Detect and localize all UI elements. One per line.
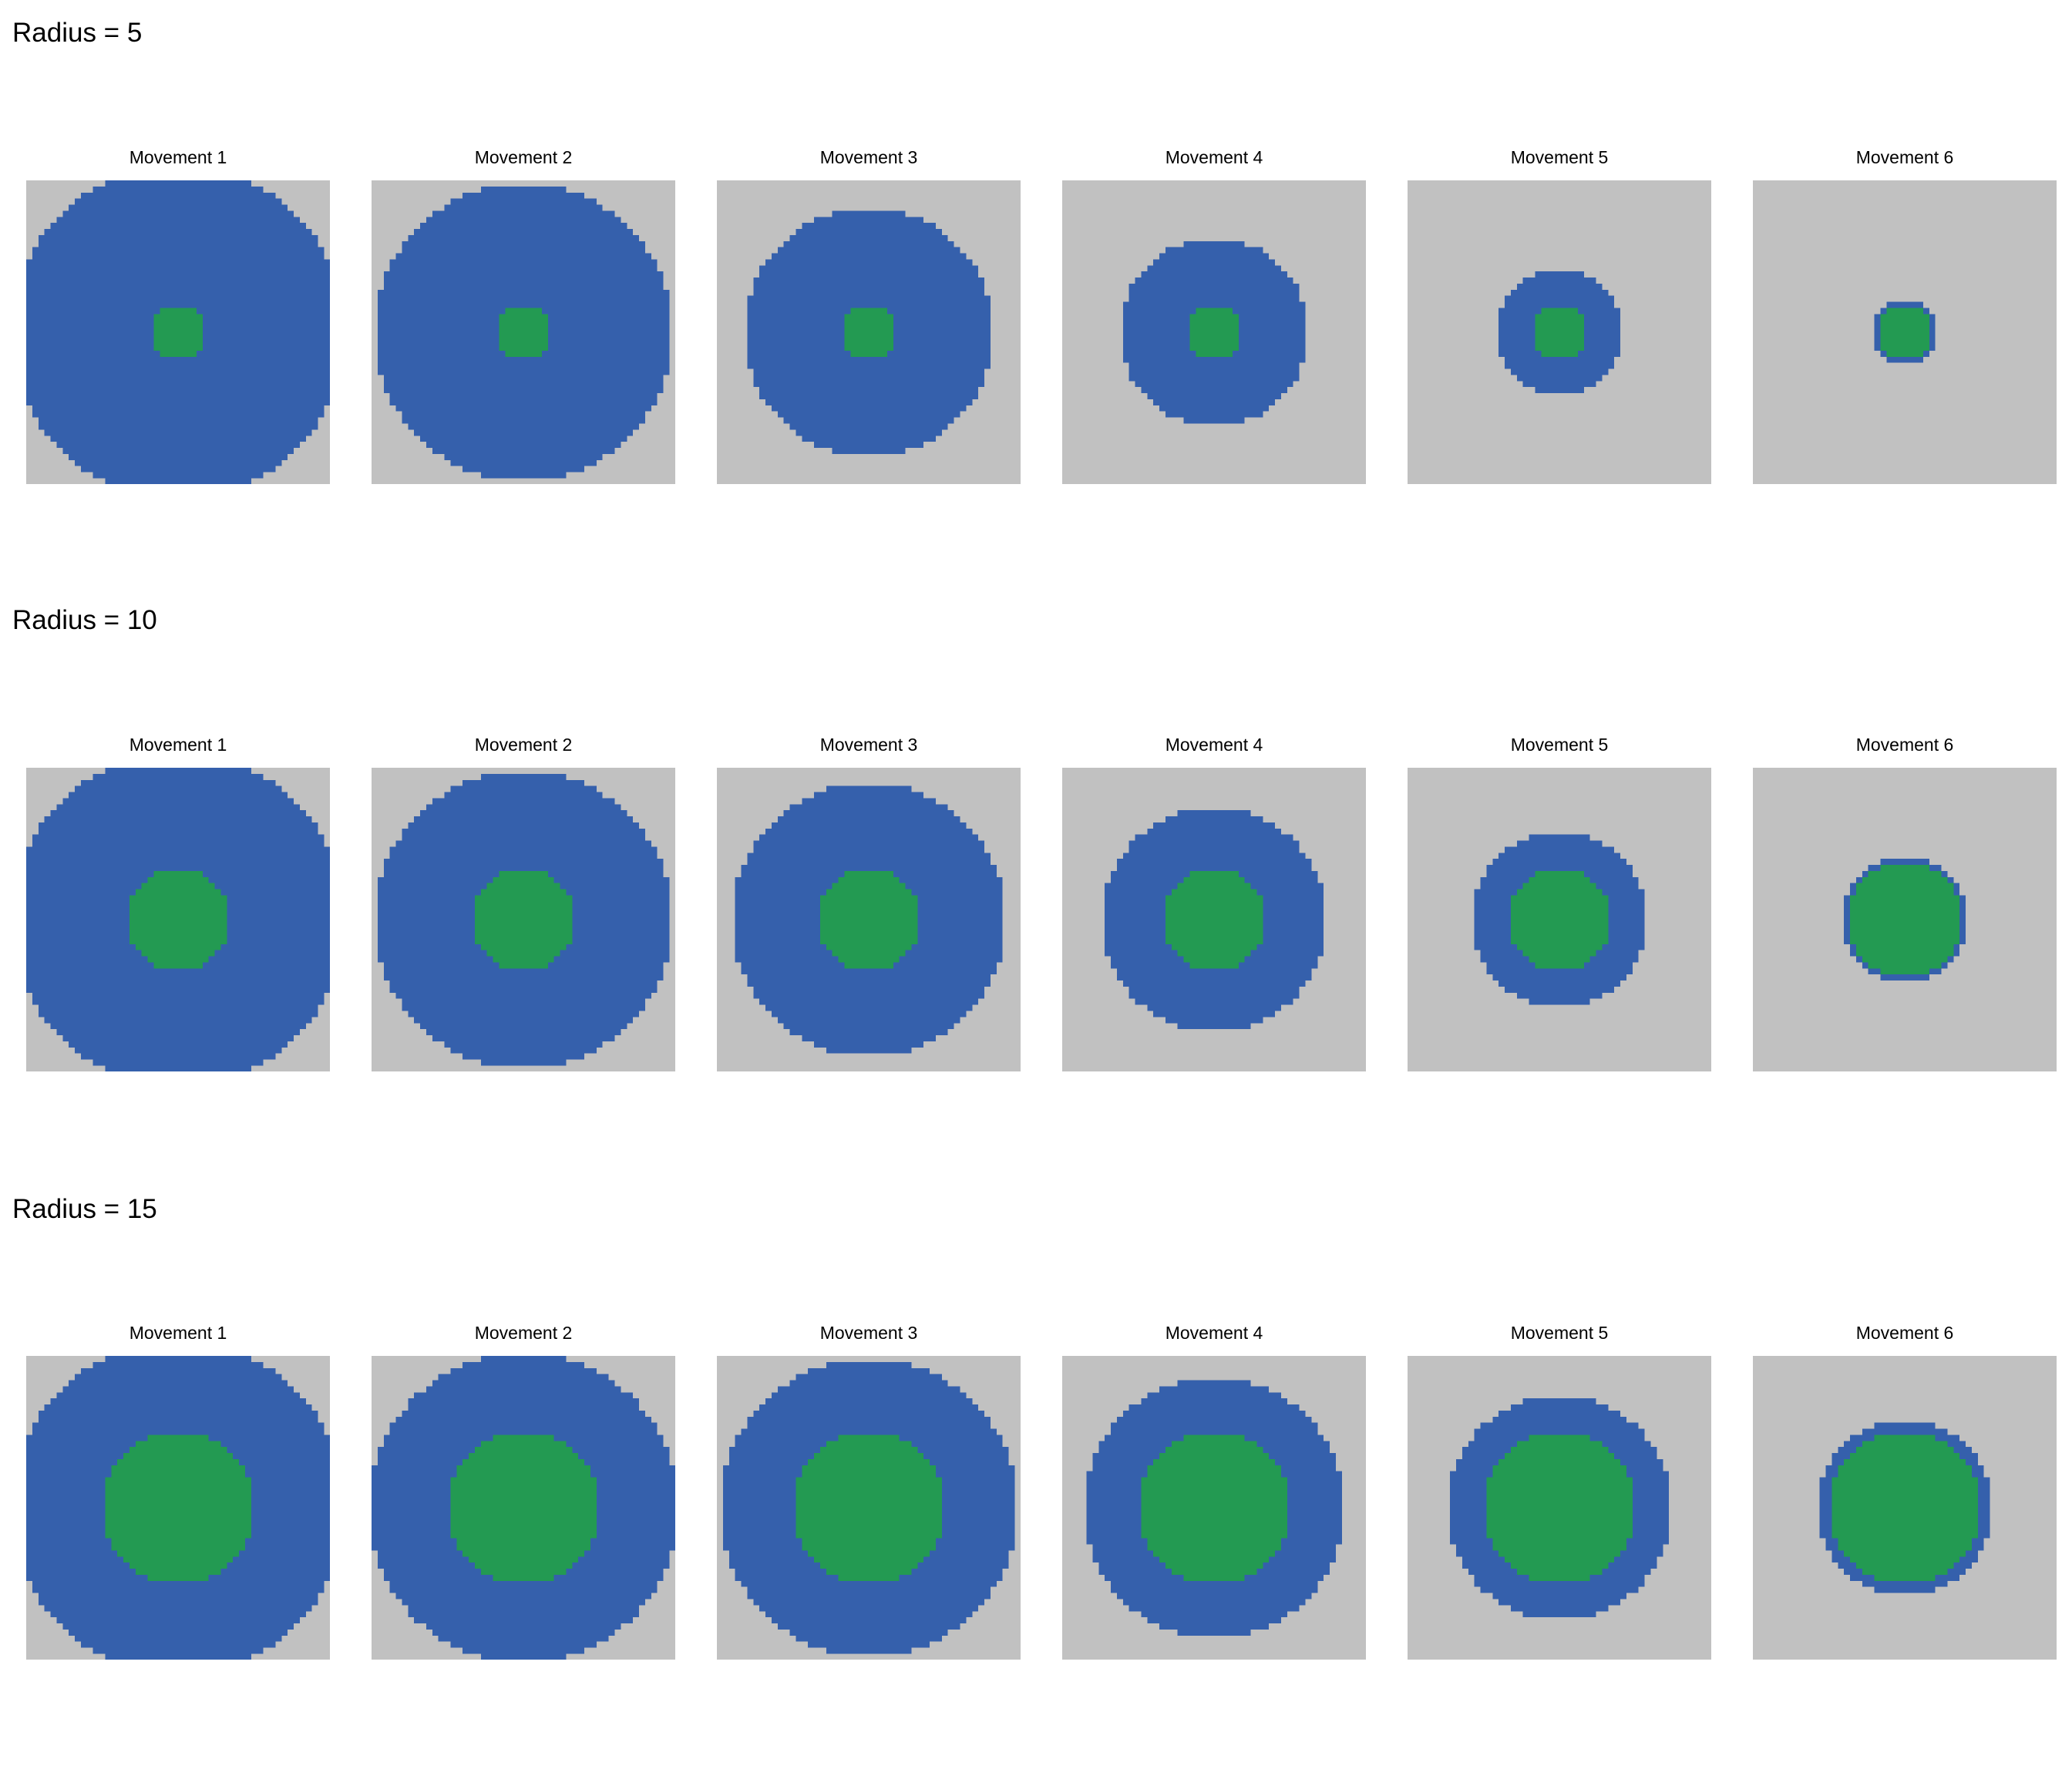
panel-title: Movement 4 [1165, 147, 1263, 167]
movement-panel [1408, 180, 1711, 484]
panel-title: Movement 2 [474, 1323, 573, 1343]
movement-panel [1062, 1356, 1366, 1660]
movement-panel [26, 768, 330, 1071]
panel-title: Movement 6 [1855, 735, 1954, 755]
inner-region [450, 1435, 597, 1581]
panel-title: Movement 1 [129, 1323, 227, 1343]
inner-region [1850, 865, 1960, 975]
inner-region [819, 870, 918, 969]
inner-region [844, 308, 893, 357]
inner-region [153, 308, 203, 357]
inner-region [105, 1435, 251, 1581]
panel-title: Movement 3 [819, 147, 918, 167]
inner-region [1832, 1435, 1978, 1581]
outer-region [26, 180, 330, 484]
panel-title: Movement 1 [129, 147, 227, 167]
panel-title: Movement 5 [1510, 735, 1609, 755]
movement-panel [372, 768, 675, 1071]
movement-panel [1062, 180, 1366, 484]
panel-title: Movement 3 [819, 735, 918, 755]
panel-title: Movement 2 [474, 735, 573, 755]
panel-title: Movement 3 [819, 1323, 918, 1343]
panel-title: Movement 5 [1510, 147, 1609, 167]
inner-region [1510, 870, 1609, 969]
inner-region [1486, 1435, 1633, 1581]
inner-region [499, 308, 548, 357]
panel-title: Movement 2 [474, 147, 573, 167]
inner-region [1535, 308, 1584, 357]
movement-panel [1408, 768, 1711, 1071]
row-title: Radius = 5 [12, 18, 143, 48]
movement-panel [372, 1356, 675, 1660]
panel-title: Movement 5 [1510, 1323, 1609, 1343]
movement-panel [1753, 180, 2057, 484]
movement-panel [1753, 1356, 2057, 1660]
movement-panel [717, 768, 1021, 1071]
movement-panel [1753, 768, 2057, 1071]
inner-region [1189, 308, 1239, 357]
inner-region [1165, 870, 1263, 969]
panel-title: Movement 6 [1855, 1323, 1954, 1343]
row-title: Radius = 10 [12, 605, 157, 635]
panel-title: Movement 1 [129, 735, 227, 755]
panel-title: Movement 4 [1165, 735, 1263, 755]
panel-title: Movement 6 [1855, 147, 1954, 167]
inner-region [129, 870, 227, 969]
inner-region [796, 1435, 942, 1581]
inner-region [1141, 1435, 1287, 1581]
row-title: Radius = 15 [12, 1194, 157, 1224]
movement-panel [372, 180, 675, 484]
panel-title: Movement 4 [1165, 1323, 1263, 1343]
movement-panel [717, 180, 1021, 484]
movement-panel [1408, 1356, 1711, 1660]
movement-panel [26, 1356, 330, 1660]
inner-region [1880, 308, 1929, 357]
movement-panel [1062, 768, 1366, 1071]
inner-region [474, 870, 573, 969]
movement-panel [717, 1356, 1021, 1660]
movement-panel [26, 180, 330, 484]
